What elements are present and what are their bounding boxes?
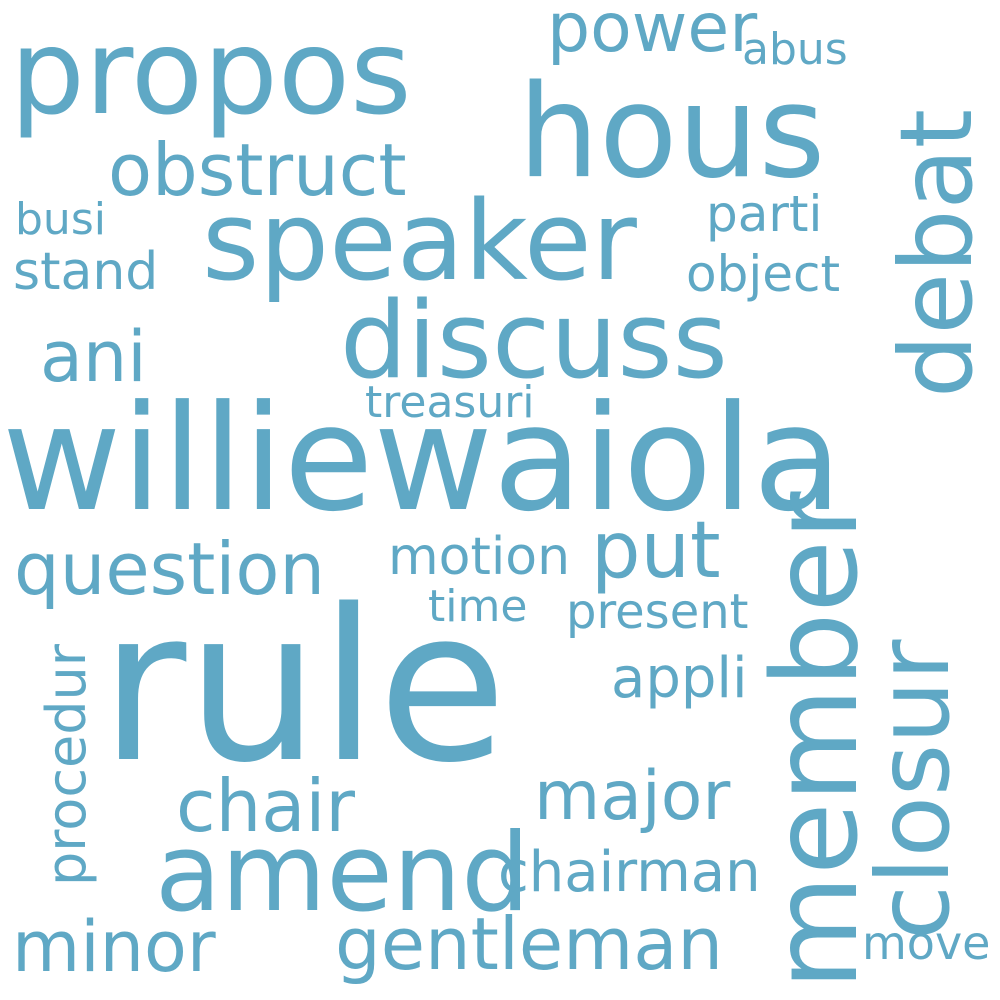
word-hous: hous [518,58,826,207]
word-propos: propos [10,3,412,141]
word-speaker: speaker [202,177,637,305]
word-amend: amend [155,811,530,936]
word-parti: parti [706,185,823,243]
word-williewaiola: williewaiola [2,374,843,544]
word-appli: appli [611,646,748,711]
word-obstruct: obstruct [108,128,407,212]
word-busi: busi [15,194,106,245]
word-time: time [428,581,528,632]
word-major: major [534,757,731,836]
word-ani: ani [40,316,147,398]
word-power: power [547,0,758,68]
word-minor: minor [12,906,216,988]
word-stand: stand [13,242,159,302]
word-abus: abus [742,24,848,75]
word-member: member [746,491,884,990]
word-debat: debat [878,109,995,398]
word-put: put [591,506,721,596]
word-rule: rule [100,564,507,809]
word-move: move [862,916,991,970]
word-question: question [14,527,326,611]
word-object: object [686,245,841,303]
word-gentleman: gentleman [335,902,724,986]
word-procedur: procedur [35,644,98,886]
word-discuss: discuss [340,279,728,402]
word-treasuri: treasuri [365,377,535,428]
word-chair: chair [176,764,355,848]
word-present: present [566,584,749,640]
word-chairman: chairman [498,840,761,905]
word-motion: motion [388,527,571,587]
